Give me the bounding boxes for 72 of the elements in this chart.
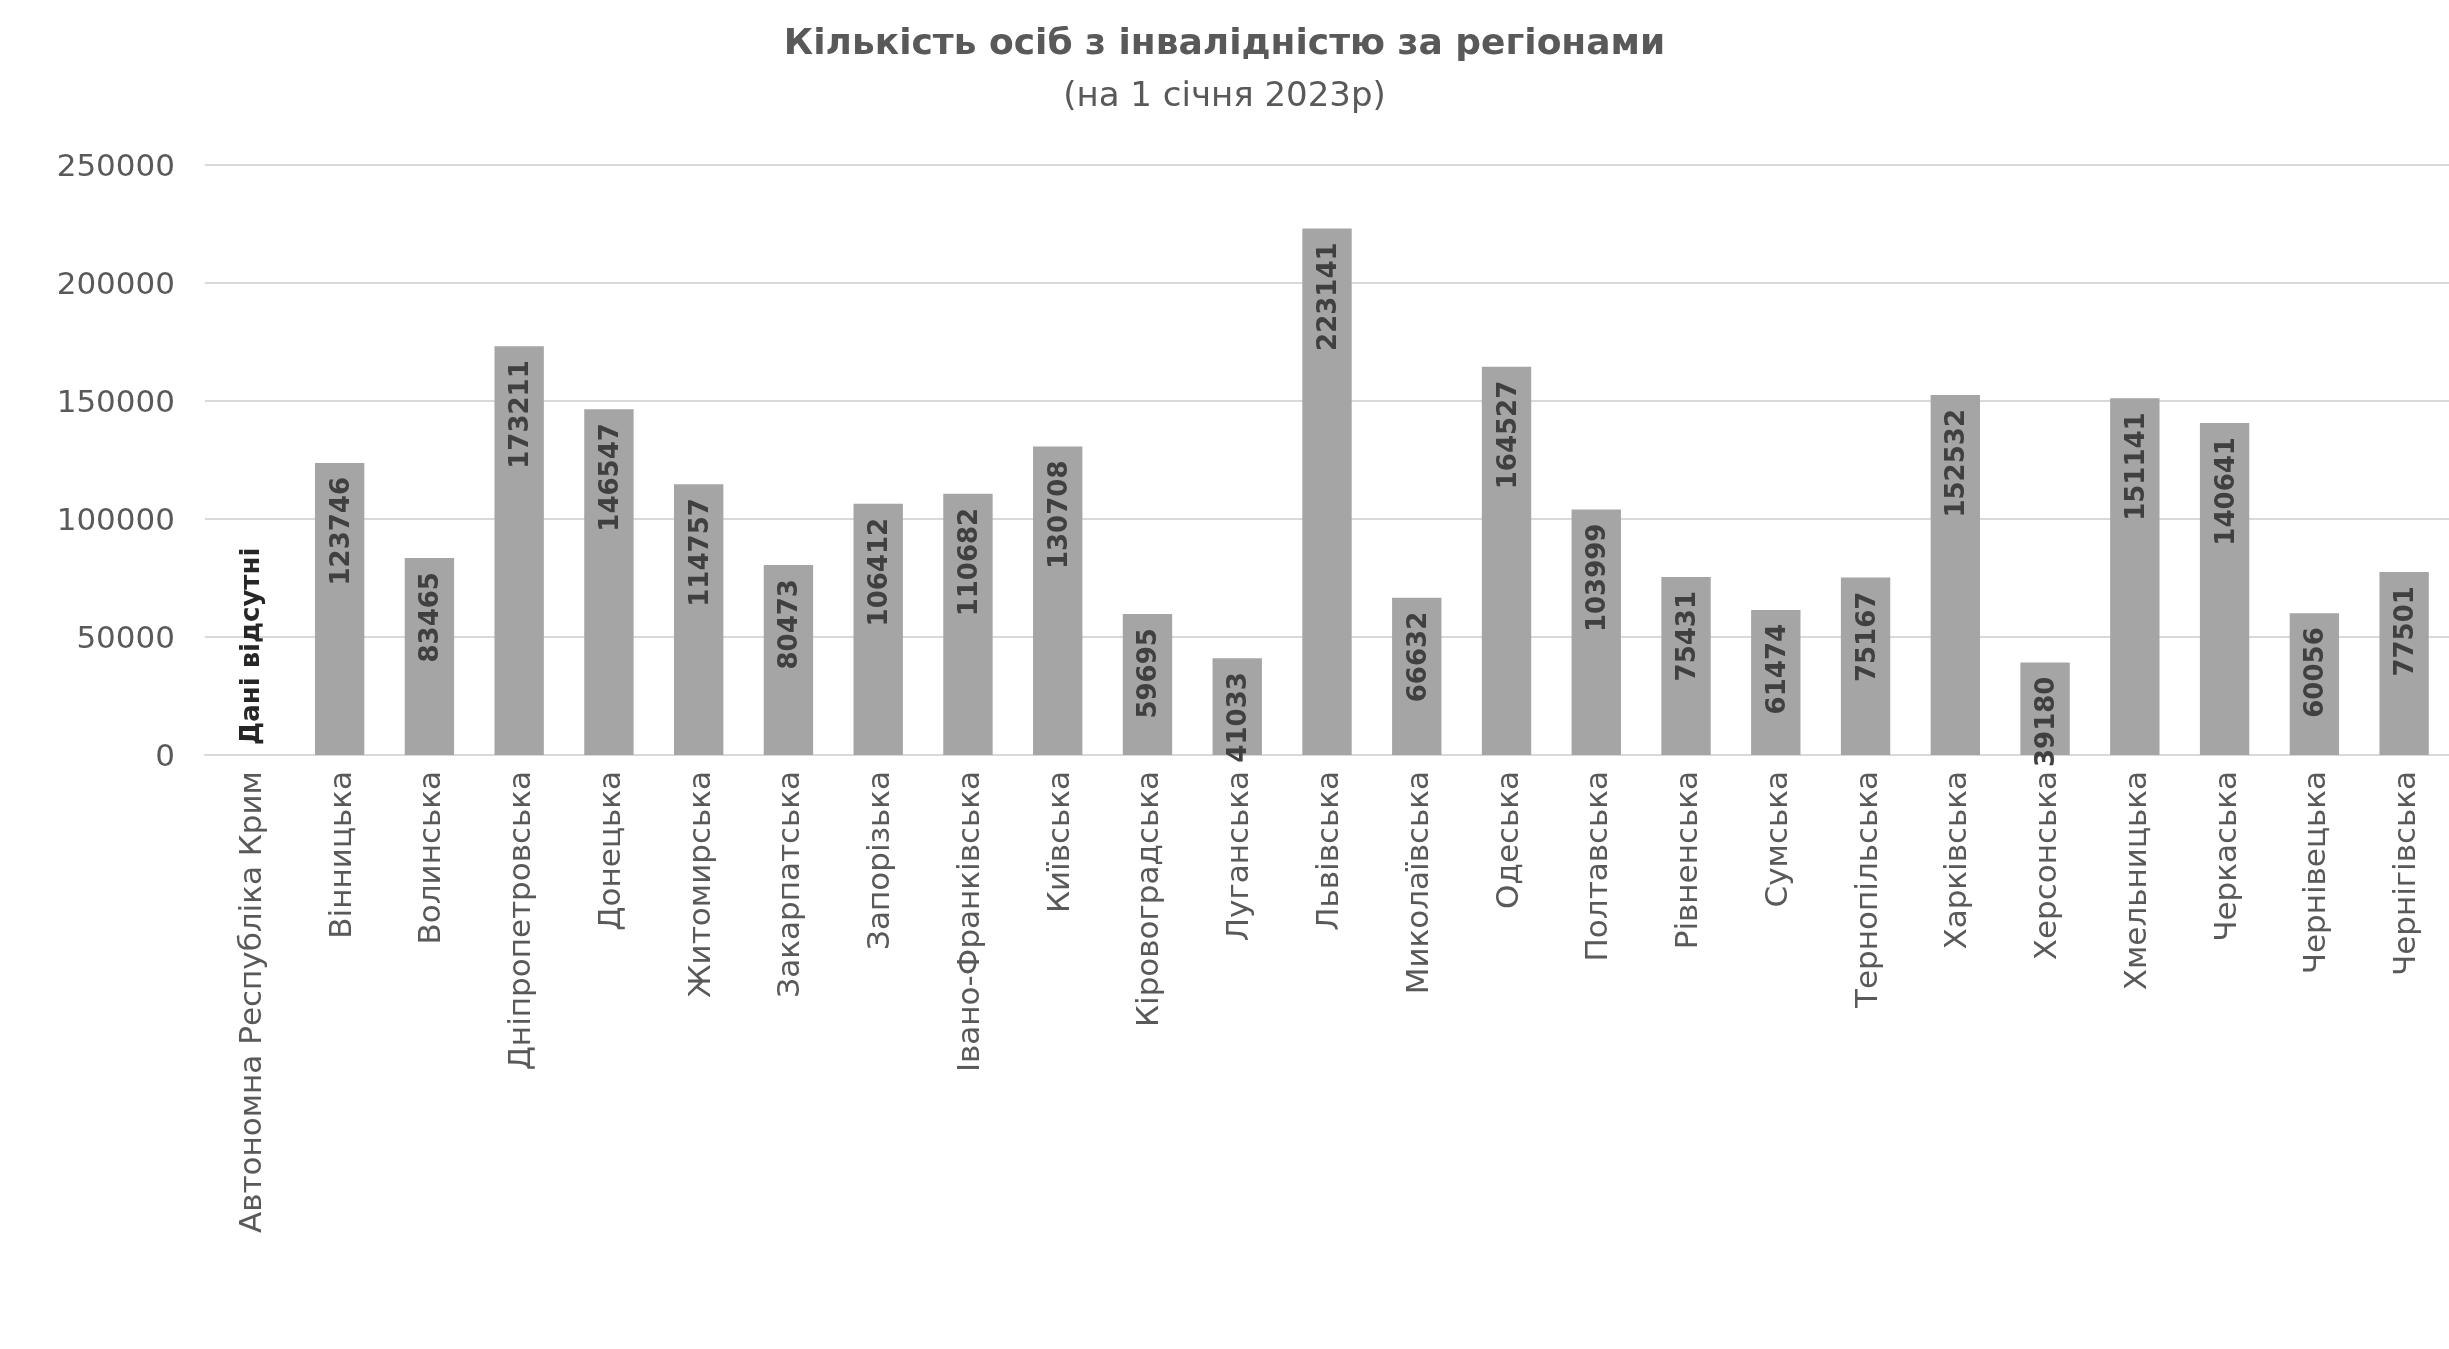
data-label: 41033 — [1222, 672, 1253, 763]
y-tick-label: 200000 — [56, 265, 175, 301]
bar — [2110, 398, 2160, 755]
bar — [2379, 572, 2429, 755]
x-tick-label: Донецька — [590, 771, 627, 931]
x-tick-label: Харківська — [1937, 771, 1974, 950]
bar — [584, 409, 634, 755]
x-tick-label: Волинська — [411, 771, 448, 945]
data-label: 130708 — [1042, 460, 1073, 570]
data-label: 164527 — [1491, 380, 1522, 490]
chart-subtitle: (на 1 січня 2023р) — [1063, 74, 1386, 114]
x-tick-label: Луганська — [1219, 771, 1256, 942]
bar — [1033, 446, 1083, 755]
bar — [494, 346, 544, 755]
data-label: 75431 — [1671, 590, 1702, 682]
x-tick-label: Полтавська — [1578, 771, 1615, 962]
data-label: 123746 — [324, 476, 355, 586]
bar — [1481, 366, 1532, 755]
x-tick-label: Сумська — [1757, 771, 1794, 908]
bar — [314, 462, 365, 755]
x-tick-label: Івано-Франківська — [949, 771, 986, 1073]
x-tick-label: Чернігівська — [2386, 771, 2423, 977]
data-label: 103999 — [1581, 523, 1612, 633]
x-tick-label: Київська — [1039, 771, 1076, 914]
x-tick-label: Автономна Республіка Крим — [231, 771, 268, 1234]
x-tick-label: Чернівецька — [2296, 771, 2333, 975]
x-tick-label: Запорізька — [860, 771, 897, 950]
x-tick-label: Херсонська — [2027, 771, 2064, 961]
x-tick-label: Тернопільська — [1847, 771, 1884, 1009]
data-label: 140641 — [2209, 437, 2240, 546]
x-tick-label: Черкаська — [2206, 771, 2243, 942]
y-tick-label: 250000 — [56, 147, 175, 183]
data-label: 60056 — [2299, 627, 2330, 718]
annotation: Дані відсутні — [234, 547, 265, 745]
x-tick-label: Закарпатська — [770, 771, 807, 998]
data-label: 173211 — [504, 360, 535, 469]
x-tick-label: Кіровоградська — [1129, 771, 1166, 1027]
data-label: 39180 — [2030, 676, 2061, 767]
bar — [853, 503, 903, 755]
x-tick-label: Вінницька — [321, 771, 358, 939]
data-label: 223141 — [1312, 242, 1342, 351]
data-label: 59695 — [1132, 628, 1163, 719]
x-tick-label: Дніпропетровська — [501, 771, 538, 1071]
data-label: 106412 — [863, 517, 894, 627]
data-label: 77501 — [2389, 586, 2420, 677]
data-label: 75167 — [1850, 591, 1881, 683]
data-label: 66632 — [1401, 611, 1432, 703]
y-tick-label: 0 — [155, 737, 175, 773]
x-tick-label: Хмельницька — [2116, 771, 2153, 991]
data-label: 83465 — [414, 572, 445, 663]
x-tick-label: Житомирська — [680, 771, 717, 998]
bar — [1302, 228, 1352, 755]
y-tick-label: 100000 — [56, 501, 175, 537]
data-label: 114757 — [683, 498, 714, 607]
y-tick-label: 50000 — [76, 619, 175, 655]
chart-title: Кількість осіб з інвалідністю за регіонами — [783, 20, 1666, 62]
x-tick-label: Львівська — [1309, 771, 1345, 931]
bar — [1661, 576, 1711, 755]
x-tick-label: Миколаївська — [1398, 771, 1435, 995]
x-tick-label: Одеська — [1488, 771, 1525, 909]
bar — [1930, 395, 1980, 755]
bar — [2199, 423, 2250, 755]
data-label: 152532 — [1940, 409, 1971, 518]
x-tick-label: Рівненська — [1668, 771, 1705, 950]
bar — [674, 484, 724, 755]
data-label: 61474 — [1760, 623, 1791, 715]
data-label: 151141 — [2119, 412, 2150, 521]
bar — [943, 493, 993, 755]
data-label: 110682 — [952, 507, 983, 617]
data-label: 80473 — [773, 579, 804, 670]
data-label: 146547 — [593, 423, 624, 532]
y-tick-label: 150000 — [56, 383, 175, 419]
